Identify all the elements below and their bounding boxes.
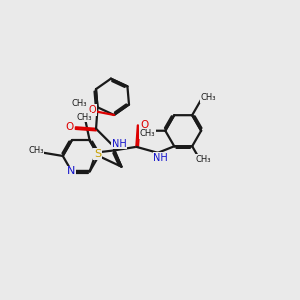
Text: O: O xyxy=(88,105,96,115)
Text: CH₃: CH₃ xyxy=(28,146,44,154)
Text: NH: NH xyxy=(153,153,168,163)
Text: CH₃: CH₃ xyxy=(140,129,155,138)
Text: S: S xyxy=(94,149,101,159)
Text: CH₃: CH₃ xyxy=(201,93,216,102)
Text: CH₃: CH₃ xyxy=(196,155,211,164)
Text: CH₃: CH₃ xyxy=(71,99,87,108)
Text: CH₃: CH₃ xyxy=(76,113,92,122)
Text: NH: NH xyxy=(112,139,126,149)
Text: O: O xyxy=(140,120,148,130)
Text: O: O xyxy=(65,122,73,132)
Text: N: N xyxy=(67,167,75,176)
